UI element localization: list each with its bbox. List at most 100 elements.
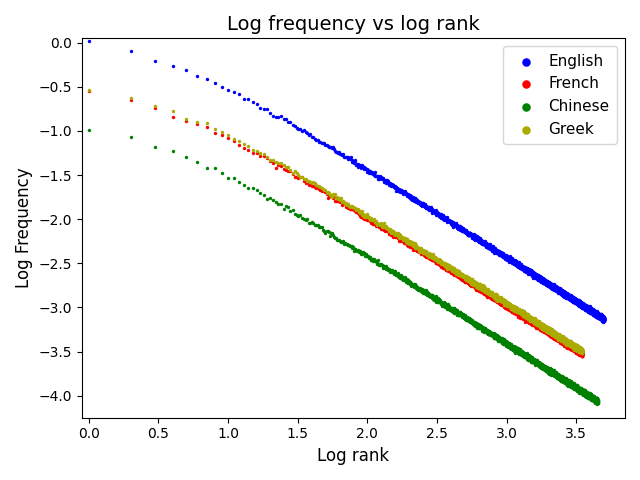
- Greek: [559, 335, 569, 342]
- English: [593, 313, 604, 321]
- Chinese: [542, 364, 552, 372]
- Chinese: [558, 375, 568, 383]
- English: [595, 313, 605, 321]
- Chinese: [559, 378, 569, 385]
- Greek: [504, 300, 515, 308]
- English: [575, 300, 585, 307]
- Chinese: [456, 312, 467, 319]
- English: [460, 226, 470, 233]
- Chinese: [566, 381, 576, 388]
- Greek: [555, 334, 565, 342]
- French: [570, 343, 580, 350]
- Chinese: [535, 361, 545, 369]
- Chinese: [484, 330, 495, 337]
- Chinese: [479, 325, 489, 333]
- Greek: [540, 323, 550, 331]
- English: [517, 263, 527, 271]
- Greek: [547, 330, 557, 337]
- Greek: [572, 341, 582, 349]
- English: [342, 153, 352, 161]
- English: [584, 307, 594, 314]
- Chinese: [441, 303, 451, 311]
- Greek: [550, 330, 560, 338]
- French: [575, 346, 585, 354]
- Greek: [456, 272, 467, 280]
- Chinese: [589, 397, 599, 405]
- French: [538, 326, 548, 334]
- English: [577, 300, 587, 308]
- French: [494, 297, 504, 304]
- Greek: [577, 348, 588, 356]
- Greek: [426, 252, 436, 260]
- Chinese: [456, 311, 467, 318]
- Chinese: [542, 365, 552, 372]
- English: [489, 249, 499, 256]
- English: [418, 201, 428, 209]
- Greek: [500, 298, 511, 306]
- French: [503, 303, 513, 311]
- English: [540, 278, 550, 286]
- English: [595, 311, 605, 319]
- Chinese: [419, 286, 429, 294]
- English: [584, 306, 594, 314]
- English: [513, 261, 524, 269]
- Greek: [488, 292, 498, 300]
- English: [574, 300, 584, 308]
- Chinese: [541, 366, 552, 374]
- Greek: [494, 296, 504, 304]
- Greek: [495, 294, 505, 301]
- Chinese: [580, 391, 591, 398]
- English: [564, 293, 575, 301]
- Greek: [470, 281, 480, 288]
- Chinese: [561, 379, 571, 386]
- Greek: [565, 341, 575, 348]
- French: [573, 347, 583, 355]
- French: [553, 335, 563, 342]
- Chinese: [575, 387, 585, 395]
- English: [593, 312, 603, 319]
- English: [564, 292, 575, 300]
- Chinese: [532, 360, 543, 368]
- Chinese: [566, 379, 577, 387]
- Greek: [561, 338, 571, 346]
- Greek: [524, 313, 534, 321]
- English: [529, 272, 540, 280]
- Greek: [529, 316, 539, 324]
- English: [590, 310, 600, 317]
- English: [569, 296, 579, 304]
- English: [498, 251, 508, 258]
- English: [515, 263, 525, 270]
- Chinese: [527, 355, 538, 363]
- Greek: [552, 332, 563, 339]
- French: [508, 308, 518, 315]
- French: [405, 241, 415, 249]
- Greek: [433, 256, 443, 264]
- French: [455, 273, 465, 281]
- French: [564, 342, 574, 349]
- Chinese: [545, 368, 555, 375]
- Greek: [499, 298, 509, 306]
- English: [531, 272, 541, 279]
- English: [569, 297, 579, 304]
- Chinese: [553, 371, 563, 379]
- French: [465, 277, 476, 285]
- Chinese: [577, 387, 588, 395]
- Chinese: [589, 394, 599, 402]
- English: [575, 299, 586, 307]
- French: [388, 231, 399, 239]
- Greek: [551, 330, 561, 337]
- Chinese: [567, 383, 577, 391]
- Chinese: [566, 381, 577, 388]
- Greek: [339, 198, 349, 206]
- English: [583, 305, 593, 313]
- English: [560, 290, 570, 298]
- French: [481, 292, 492, 300]
- English: [577, 302, 588, 310]
- French: [530, 320, 540, 327]
- English: [479, 239, 489, 246]
- Greek: [536, 322, 547, 330]
- English: [554, 288, 564, 295]
- Chinese: [499, 339, 509, 347]
- Greek: [574, 346, 584, 353]
- French: [538, 324, 548, 332]
